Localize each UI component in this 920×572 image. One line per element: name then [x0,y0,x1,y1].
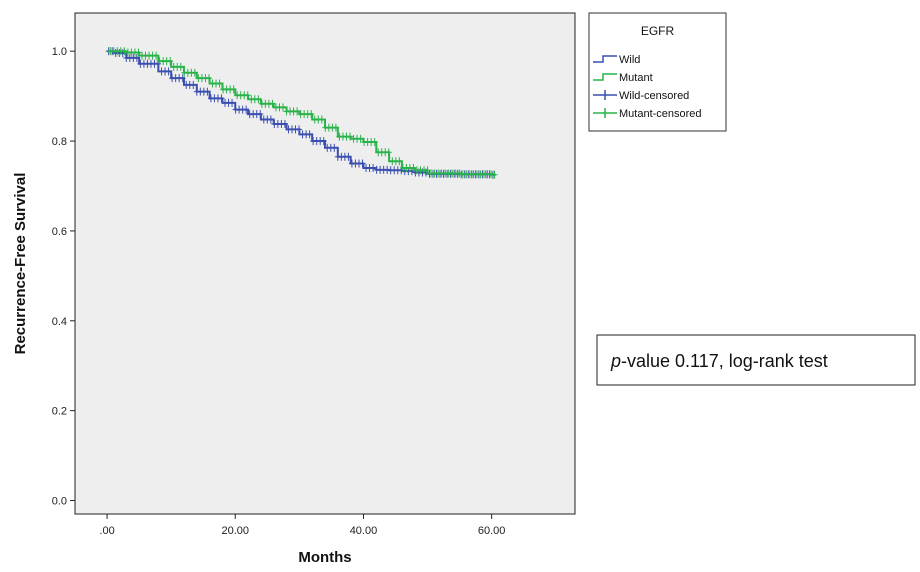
series-mutant [107,47,498,179]
legend-box [588,12,727,132]
legend: EGFR Wild Mutant Wild-censored Mutant-censo… [588,12,727,132]
legend-entries: Wild Mutant Wild-censored Mutant-censored [593,54,702,120]
x-tick-label: .00 [99,525,114,537]
legend-swatch-line [593,55,617,63]
x-tick-label: 20.00 [221,525,249,537]
annotation-italic-p: p [610,351,621,371]
legend-swatch-line [593,73,617,81]
y-tick-label: 1.0 [52,46,67,58]
y-tick-label: 0.6 [52,226,67,238]
y-tick-label: 0.8 [52,136,67,148]
legend-entry: Mutant [593,72,653,84]
legend-label: Wild-censored [619,90,689,102]
y-tick-label: 0.0 [52,496,67,508]
legend-entry: Wild-censored [593,90,689,102]
axes: .00 20.00 40.00 60.00 0.0 0.2 0.4 0.6 0.8 1.0 [52,46,506,537]
legend-label: Mutant-censored [619,108,702,120]
y-tick-label: 0.2 [52,406,67,418]
x-tick-label: 40.00 [350,525,378,537]
x-tick-label: 60.00 [478,525,506,537]
annotation-text: p-value 0.117, log-rank test [610,351,828,371]
annotation-rest: -value 0.117, log-rank test [621,351,828,371]
legend-label: Wild [619,54,640,66]
plot-area [74,12,576,515]
series-wild [105,47,496,179]
series-group [105,47,498,179]
x-axis-title: Months [298,549,351,566]
y-axis-title: Recurrence-Free Survival [12,173,29,355]
annotation-box [596,334,916,386]
legend-title: EGFR [641,24,675,38]
pvalue-annotation: p-value 0.117, log-rank test [596,334,916,386]
y-tick-label: 0.4 [52,316,67,328]
legend-entry: Mutant-censored [593,108,702,120]
legend-label: Mutant [619,72,653,84]
plot-frame [74,12,576,515]
legend-entry: Wild [593,54,640,66]
